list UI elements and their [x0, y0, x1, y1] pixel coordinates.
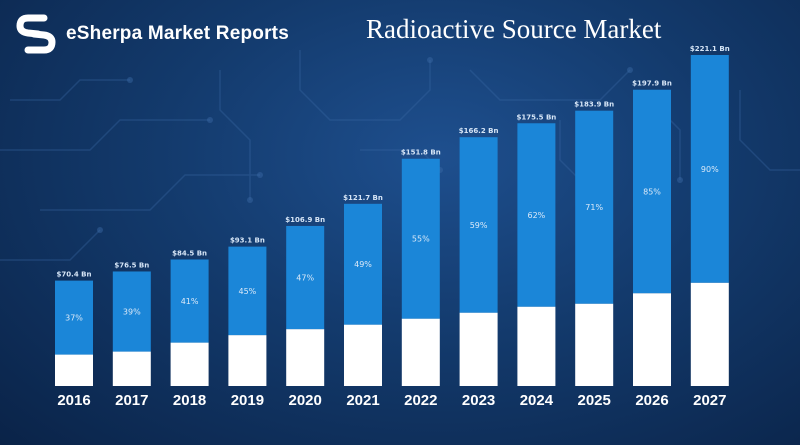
bar-base-segment	[690, 282, 729, 386]
bar-top-segment	[344, 203, 382, 325]
brand-logo: eSherpa Market Reports	[14, 12, 289, 56]
esherpa-s-logo-icon	[16, 14, 56, 54]
bar-top-segment	[690, 55, 729, 283]
x-tick-label: 2027	[693, 392, 726, 409]
x-tick-label: 2018	[173, 392, 206, 409]
bar-top-segment	[517, 123, 556, 307]
bar-base-segment	[112, 351, 151, 386]
bar-total-label: $84.5 Bn	[172, 249, 207, 257]
brand-name: eSherpa Market Reports	[66, 23, 289, 44]
bar-top-segment	[170, 259, 209, 343]
bar-total-label: $93.1 Bn	[230, 237, 265, 245]
bar-total-label: $121.7 Bn	[343, 194, 383, 202]
bar-total-label: $70.4 Bn	[57, 271, 92, 279]
bar-total-label: $197.9 Bn	[632, 80, 672, 88]
bar-percent-label: 85%	[643, 187, 661, 196]
bar-total-label: $106.9 Bn	[285, 216, 325, 224]
x-tick-label: 2017	[115, 392, 148, 409]
bar-total-label: $166.2 Bn	[459, 127, 499, 135]
bar-percent-label: 55%	[412, 235, 430, 244]
bar-base-segment	[228, 335, 267, 386]
bar-percent-label: 37%	[65, 314, 83, 323]
bar-top-segment	[633, 89, 671, 294]
x-tick-label: 2021	[346, 392, 379, 409]
bar-percent-label: 41%	[181, 297, 199, 306]
x-tick-label: 2019	[231, 392, 264, 409]
x-tick-label: 2023	[462, 392, 495, 409]
bar-total-label: $76.5 Bn	[114, 261, 149, 269]
bar-percent-label: 49%	[354, 260, 372, 269]
bar-base-segment	[633, 293, 671, 386]
bar-base-segment	[170, 342, 209, 386]
bar-base-segment	[286, 329, 325, 386]
x-tick-label: 2022	[404, 392, 437, 409]
bar-base-segment	[344, 324, 382, 386]
bar-base-segment	[55, 354, 93, 386]
bar-base-segment	[517, 306, 556, 386]
bar-top-segment	[459, 137, 498, 313]
bar-top-segment	[575, 110, 614, 304]
bar-total-label: $151.8 Bn	[401, 149, 441, 157]
x-tick-label: 2020	[289, 392, 322, 409]
x-tick-label: 2026	[635, 392, 668, 409]
bar-top-segment	[401, 158, 440, 319]
bar-top-segment	[112, 271, 151, 352]
bar-percent-label: 45%	[239, 287, 257, 296]
bar-total-label: $183.9 Bn	[574, 101, 614, 109]
bar-percent-label: 71%	[585, 203, 603, 212]
bar-percent-label: 47%	[296, 274, 314, 283]
bar-base-segment	[575, 303, 614, 386]
x-tick-label: 2024	[520, 392, 554, 409]
chart-title: Radioactive Source Market	[366, 14, 662, 44]
bar-base-segment	[459, 312, 498, 386]
bar-total-label: $175.5 Bn	[517, 113, 557, 121]
bar-percent-label: 59%	[470, 221, 488, 230]
bar-top-segment	[286, 225, 325, 330]
x-tick-label: 2016	[57, 392, 90, 409]
bar-top-segment	[55, 280, 93, 355]
bar-base-segment	[401, 318, 440, 386]
bar-percent-label: 39%	[123, 308, 141, 317]
x-tick-label: 2025	[578, 392, 611, 409]
bar-percent-label: 90%	[701, 165, 719, 174]
bar-top-segment	[228, 246, 267, 336]
bar-total-label: $221.1 Bn	[690, 45, 730, 53]
bar-percent-label: 62%	[528, 211, 546, 220]
